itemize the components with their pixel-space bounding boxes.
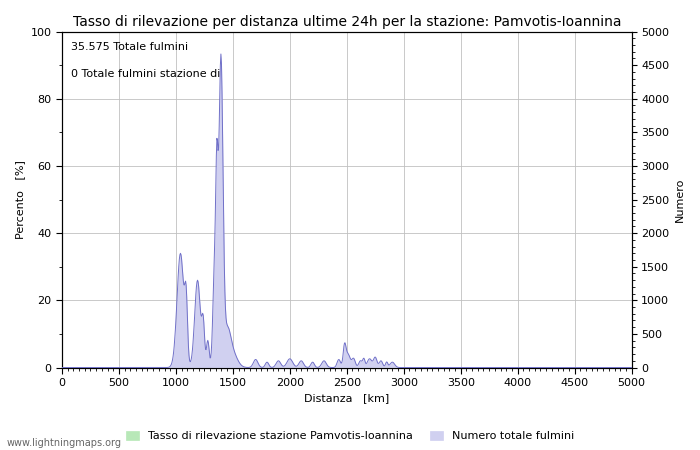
Y-axis label: Numero: Numero <box>675 177 685 222</box>
Title: Tasso di rilevazione per distanza ultime 24h per la stazione: Pamvotis-Ioannina: Tasso di rilevazione per distanza ultime… <box>73 15 621 29</box>
Text: 35.575 Totale fulmini: 35.575 Totale fulmini <box>71 42 188 52</box>
Text: 0 Totale fulmini stazione di: 0 Totale fulmini stazione di <box>71 68 220 78</box>
X-axis label: Distanza   [km]: Distanza [km] <box>304 393 389 404</box>
Y-axis label: Percento   [%]: Percento [%] <box>15 160 25 239</box>
Text: www.lightningmaps.org: www.lightningmaps.org <box>7 438 122 448</box>
Legend: Tasso di rilevazione stazione Pamvotis-Ioannina, Numero totale fulmini: Tasso di rilevazione stazione Pamvotis-I… <box>122 428 577 445</box>
